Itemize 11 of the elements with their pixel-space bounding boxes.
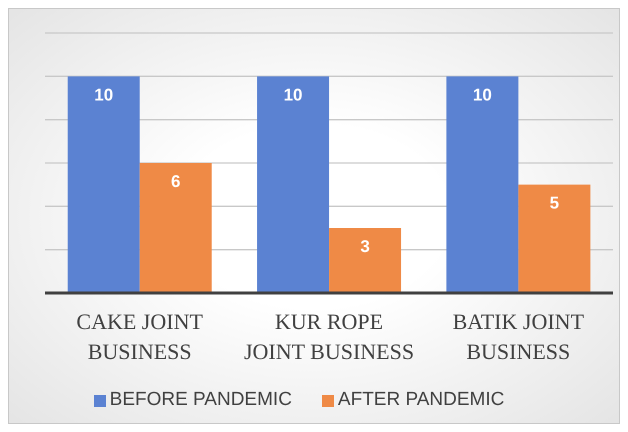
data-label: 10 — [94, 85, 114, 104]
x-tick-label: KUR ROPE JOINT BUSINESS — [244, 309, 414, 364]
data-label: 3 — [360, 237, 370, 256]
legend-label: AFTER PANDEMIC — [338, 389, 504, 410]
data-label: 10 — [472, 85, 492, 104]
data-label: 5 — [550, 194, 560, 213]
data-label: 10 — [284, 85, 303, 104]
legend-label: BEFORE PANDEMIC — [110, 389, 292, 410]
x-tick-label: BATIK JOINT BUSINESS — [452, 309, 585, 364]
x-tick-label: CAKE JOINT BUSINESS — [76, 309, 204, 364]
data-label: 6 — [170, 172, 180, 192]
